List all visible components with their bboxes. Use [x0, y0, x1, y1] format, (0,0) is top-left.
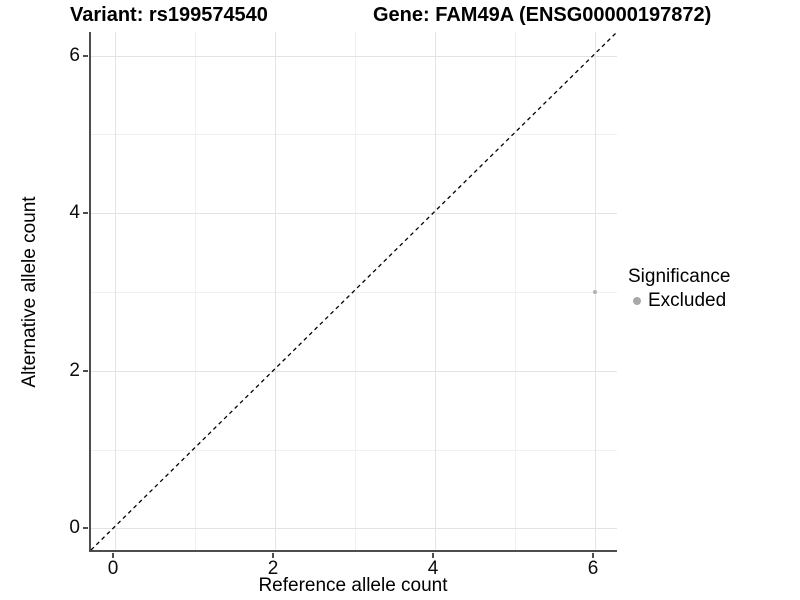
legend: Significance Excluded — [628, 266, 730, 312]
y-tick-label: 6 — [69, 44, 80, 66]
minor-gridline-y — [91, 134, 617, 136]
x-tick-mark — [112, 553, 114, 558]
major-gridline-y — [91, 55, 617, 57]
minor-gridline-x — [195, 32, 196, 550]
legend-entry-excluded: Excluded — [628, 290, 730, 312]
major-gridline-x — [275, 32, 276, 550]
minor-gridline-x — [355, 32, 356, 550]
x-tick-label: 4 — [427, 558, 439, 579]
y-tick-label: 0 — [69, 517, 80, 539]
x-tick-label: 2 — [267, 558, 279, 579]
major-gridline-x — [115, 32, 116, 550]
y-tick-mark — [83, 54, 88, 57]
plot-panel — [89, 31, 618, 552]
x-tick-mark — [592, 553, 594, 558]
plot-title-gene: Gene: FAM49A (ENSG00000197872) — [373, 4, 712, 26]
y-tick-mark — [83, 527, 88, 530]
major-gridline-y — [91, 213, 617, 215]
y-tick-label: 2 — [69, 359, 80, 381]
major-gridline-x — [435, 32, 436, 550]
plot-title-variant: Variant: rs199574540 — [70, 4, 268, 26]
x-tick-label: 0 — [107, 558, 119, 579]
x-tick-mark — [272, 553, 274, 558]
data-point — [593, 290, 597, 294]
y-tick-mark — [83, 369, 88, 372]
minor-gridline-y — [91, 449, 617, 451]
legend-entry-label: Excluded — [648, 290, 727, 311]
x-axis-title: Reference allele count — [258, 575, 448, 596]
minor-gridline-x — [515, 32, 516, 550]
identity-dashed-line — [90, 31, 618, 551]
major-gridline-y — [91, 370, 617, 372]
x-tick-label: 6 — [587, 558, 599, 579]
y-axis-title: Alternative allele count — [19, 196, 40, 388]
y-tick-mark — [83, 212, 88, 215]
legend-title: Significance — [628, 266, 731, 287]
minor-gridline-y — [91, 292, 617, 293]
legend-key-dot-icon — [633, 297, 641, 305]
x-tick-mark — [432, 553, 434, 558]
y-tick-label: 4 — [69, 202, 80, 224]
major-gridline-y — [91, 528, 617, 530]
